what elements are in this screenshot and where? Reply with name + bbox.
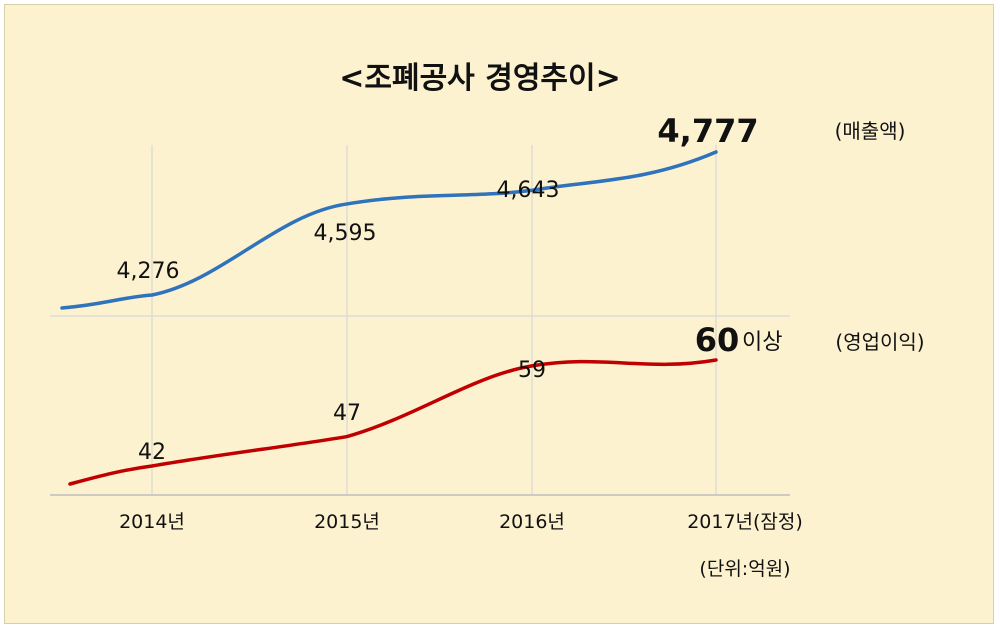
unit-note: (단위:억원)	[699, 558, 790, 580]
profit-line	[68, 358, 718, 486]
profit-label-0: 42	[138, 440, 166, 465]
profit-series-label: (영업이익)	[835, 330, 924, 354]
profit-label-1: 47	[333, 401, 361, 426]
series-layer: 4,276 4,595 4,643 4,777 42 47 59 60 이상 (매출액) (영업이익…	[60, 112, 925, 486]
revenue-series-label: (매출액)	[835, 119, 906, 143]
x-tick-2: 2016년	[499, 511, 565, 533]
x-axis-ticks: 2014년 2015년 2016년 2017년(잠정)	[119, 511, 803, 533]
profit-label-2: 59	[518, 358, 546, 383]
x-tick-1: 2015년	[314, 511, 380, 533]
chart-title: <조폐공사 경영추이>	[339, 61, 621, 96]
chart-background	[4, 4, 994, 624]
revenue-label-3: 4,777	[657, 112, 758, 150]
revenue-label-2: 4,643	[497, 178, 560, 203]
revenue-line	[60, 150, 718, 310]
x-tick-0: 2014년	[119, 511, 185, 533]
revenue-label-1: 4,595	[314, 221, 377, 246]
profit-label-suffix: 이상	[742, 330, 782, 355]
x-tick-3: 2017년(잠정)	[687, 511, 803, 533]
profit-label-3: 60	[695, 321, 740, 359]
revenue-label-0: 4,276	[117, 259, 180, 284]
